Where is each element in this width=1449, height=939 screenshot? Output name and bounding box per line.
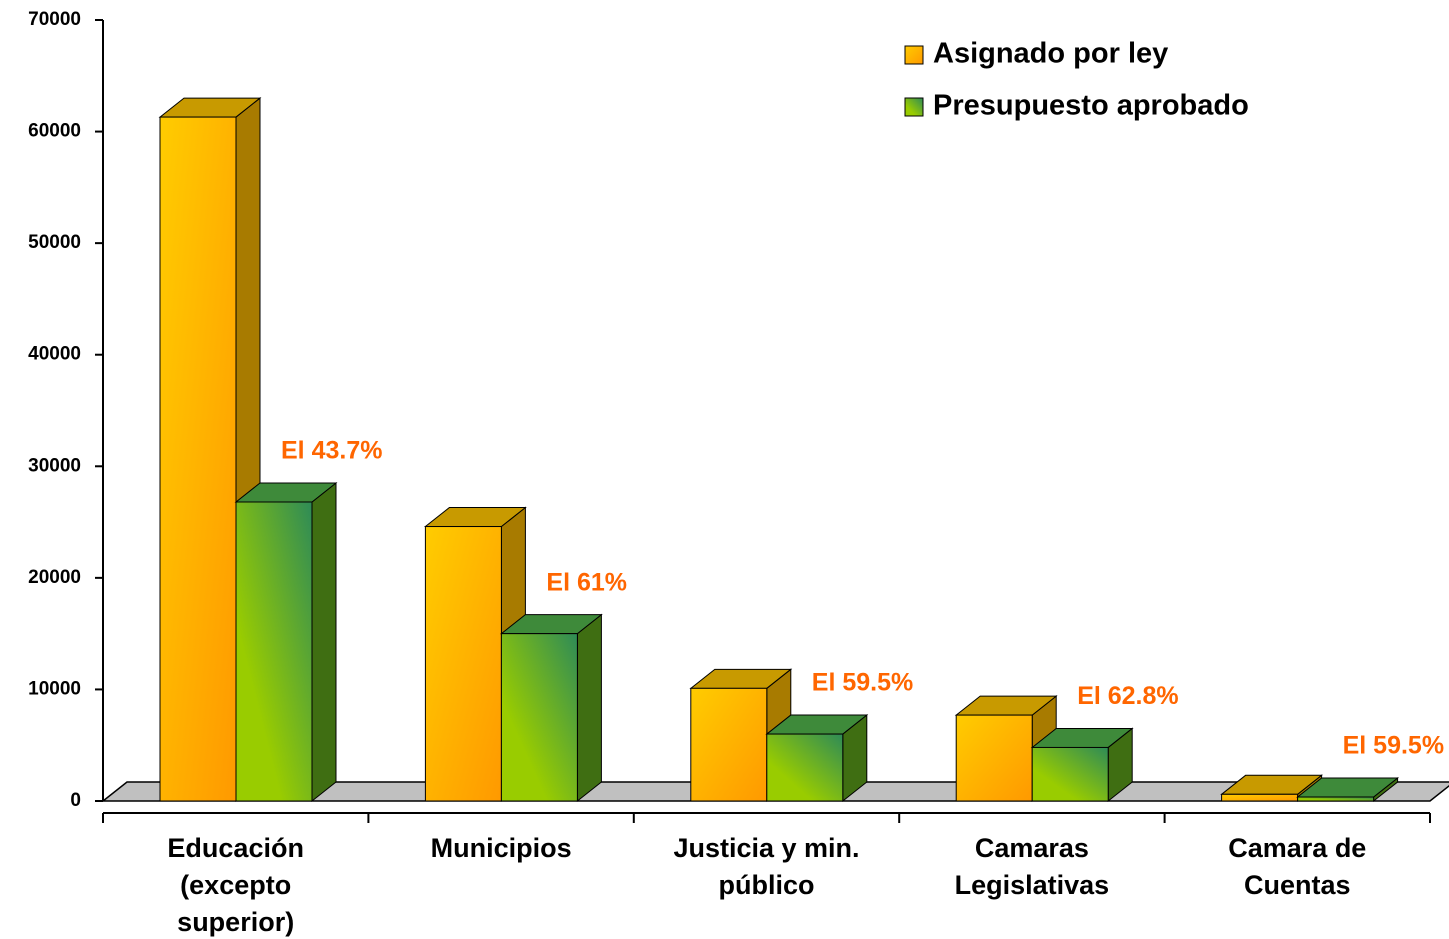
bar bbox=[500, 633, 578, 802]
annotation: El 59.5% bbox=[1343, 732, 1444, 760]
bar bbox=[235, 501, 313, 802]
x-tick-label: Educación bbox=[167, 833, 304, 863]
legend-label: Presupuesto aprobado bbox=[933, 90, 1249, 122]
bar bbox=[424, 526, 502, 802]
x-tick-label: Legislativas bbox=[955, 870, 1110, 900]
annotation: El 59.5% bbox=[812, 669, 913, 697]
x-tick-label: superior) bbox=[177, 907, 294, 937]
y-tick-label: 60000 bbox=[28, 121, 81, 142]
bar bbox=[1031, 746, 1109, 802]
legend-swatch bbox=[904, 45, 924, 65]
annotation: El 43.7% bbox=[281, 437, 382, 465]
bar bbox=[955, 714, 1033, 802]
bar bbox=[1297, 796, 1375, 802]
y-tick-label: 0 bbox=[70, 790, 81, 811]
x-tick-label: Municipios bbox=[431, 833, 572, 863]
bar bbox=[1221, 793, 1299, 802]
x-tick-label: público bbox=[719, 870, 815, 900]
x-tick-label: Cuentas bbox=[1244, 870, 1351, 900]
bar-side bbox=[576, 613, 602, 803]
bar bbox=[159, 116, 237, 802]
x-tick-label: Camara de bbox=[1228, 833, 1366, 863]
x-tick-label: Camaras bbox=[975, 833, 1089, 863]
y-tick-label: 20000 bbox=[28, 567, 81, 588]
annotation: El 62.8% bbox=[1077, 682, 1178, 710]
bar bbox=[690, 687, 768, 802]
bar bbox=[766, 733, 844, 802]
annotation: El 61% bbox=[546, 568, 627, 596]
x-tick-label: (excepto bbox=[180, 870, 291, 900]
y-tick-label: 30000 bbox=[28, 455, 81, 476]
y-tick-label: 10000 bbox=[28, 678, 81, 699]
y-tick-label: 40000 bbox=[28, 344, 81, 365]
y-tick-label: 50000 bbox=[28, 232, 81, 253]
bar-side bbox=[311, 481, 337, 803]
y-tick-label: 70000 bbox=[28, 9, 81, 30]
x-tick-label: Justicia y min. bbox=[673, 833, 859, 863]
legend-swatch bbox=[904, 97, 924, 117]
legend-label: Asignado por ley bbox=[933, 38, 1168, 70]
